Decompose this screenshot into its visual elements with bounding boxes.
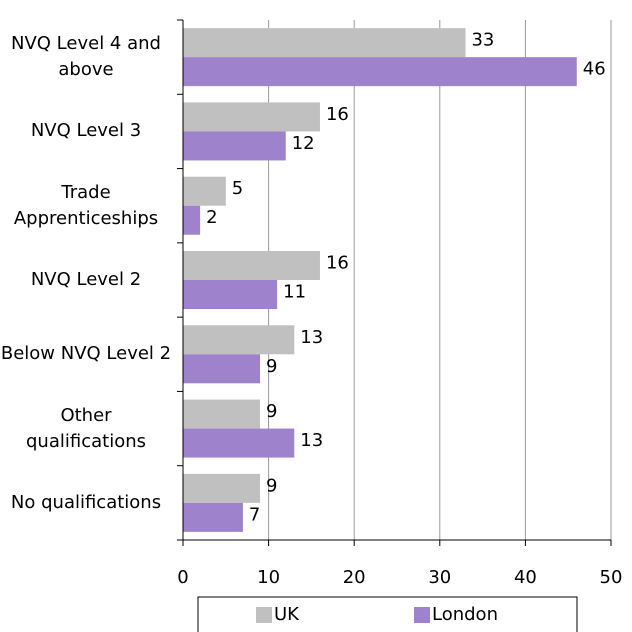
data-label: 2 <box>206 207 217 228</box>
bar <box>183 280 278 309</box>
legend-box <box>197 596 578 632</box>
x-tick-label: 20 <box>343 567 366 588</box>
x-tick-label: 50 <box>600 567 623 588</box>
y-tick-label: NVQ Level 2 <box>30 268 142 290</box>
data-label: 16 <box>326 104 349 125</box>
legend-label: UK <box>274 604 300 625</box>
bar <box>183 176 226 206</box>
data-label: 12 <box>292 133 315 154</box>
y-tick-label: No qualifications <box>10 491 162 513</box>
data-label: 33 <box>471 30 494 51</box>
data-label: 9 <box>266 401 277 422</box>
legend-swatch <box>256 607 272 623</box>
y-tick-label: Below NVQ Level 2 <box>0 343 172 365</box>
x-tick-label: 0 <box>177 567 188 588</box>
x-tick-label: 40 <box>514 567 537 588</box>
bar <box>183 354 261 384</box>
data-label: 46 <box>583 59 606 80</box>
data-label: 7 <box>249 504 260 525</box>
data-label: 5 <box>232 178 243 199</box>
bar <box>183 502 243 532</box>
data-label: 9 <box>266 475 277 496</box>
bar <box>183 102 320 132</box>
data-label: 13 <box>300 430 323 451</box>
data-label: 13 <box>300 327 323 348</box>
bar <box>183 399 261 429</box>
y-tick-label: NVQ Level 4 and above <box>11 33 161 81</box>
y-tick-label: Other qualifications <box>26 404 146 452</box>
bar <box>183 325 295 355</box>
bar <box>183 205 201 235</box>
bar <box>183 251 320 280</box>
data-label: 9 <box>266 356 277 377</box>
legend-swatch <box>414 607 430 623</box>
data-label: 16 <box>326 253 349 274</box>
bar <box>183 428 295 458</box>
x-tick-label: 10 <box>257 567 280 588</box>
y-tick-label: NVQ Level 3 <box>30 120 142 142</box>
data-label: 11 <box>283 282 306 303</box>
legend-label: London <box>432 604 498 625</box>
bar <box>183 28 466 58</box>
y-tick-label: Trade Apprenticeships <box>13 181 159 229</box>
bar <box>183 131 286 161</box>
x-tick-label: 30 <box>428 567 451 588</box>
bar <box>183 473 261 503</box>
bar <box>183 57 577 87</box>
